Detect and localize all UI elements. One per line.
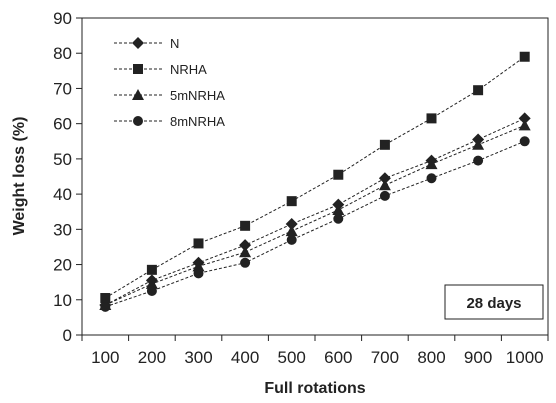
x-tick-label: 1000 xyxy=(506,348,544,367)
data-point xyxy=(239,239,252,252)
x-tick-label: 800 xyxy=(417,348,445,367)
data-point xyxy=(145,277,158,289)
data-point xyxy=(285,218,298,231)
data-point xyxy=(240,220,251,231)
legend-marker xyxy=(132,37,144,49)
legend-label: N xyxy=(170,36,179,51)
series-layer xyxy=(99,51,531,312)
x-tick-label: 300 xyxy=(184,348,212,367)
data-point xyxy=(240,257,251,268)
data-point xyxy=(332,203,345,215)
y-tick-label: 20 xyxy=(53,256,72,275)
legend-item: 5mNRHA xyxy=(114,88,225,103)
annotation-frame xyxy=(444,284,544,320)
data-point xyxy=(286,234,297,245)
x-tick-label: 600 xyxy=(324,348,352,367)
data-point xyxy=(378,179,391,191)
data-point xyxy=(473,85,484,96)
data-point xyxy=(285,225,298,237)
y-tick-label: 0 xyxy=(63,326,72,345)
series-8mnrha xyxy=(100,136,530,312)
annotation-text: 28 days xyxy=(466,295,521,312)
data-point xyxy=(193,238,204,249)
y-tick-label: 60 xyxy=(53,115,72,134)
x-tick-label: 400 xyxy=(231,348,259,367)
data-point xyxy=(518,112,531,125)
x-axis: 100 200 300 400 500 600 700 800 900 1000 xyxy=(81,335,549,367)
y-tick-label: 50 xyxy=(53,150,72,169)
legend-marker xyxy=(132,89,144,100)
y-tick-label: 80 xyxy=(53,44,72,63)
legend-item: N xyxy=(114,36,179,51)
data-point xyxy=(473,155,484,166)
data-point xyxy=(518,119,531,131)
data-point xyxy=(333,213,344,224)
legend-marker xyxy=(133,64,143,74)
data-point xyxy=(239,246,252,258)
data-point xyxy=(426,173,437,184)
legend-item: NRHA xyxy=(114,62,207,77)
data-point xyxy=(100,293,111,304)
data-point xyxy=(519,51,530,62)
x-tick-label: 200 xyxy=(138,348,166,367)
data-point xyxy=(193,268,204,279)
y-tick-label: 70 xyxy=(53,79,72,98)
data-point xyxy=(379,139,390,150)
data-point xyxy=(286,196,297,207)
data-point xyxy=(379,190,390,201)
legend: N NRHA 5mNRHA 8mNRHA xyxy=(114,36,225,129)
x-tick-label: 900 xyxy=(464,348,492,367)
legend-label: 8mNRHA xyxy=(170,114,225,129)
x-tick-label: 700 xyxy=(371,348,399,367)
y-axis: 0 10 20 30 40 50 60 70 80 90 xyxy=(53,9,82,345)
x-tick-label: 500 xyxy=(278,348,306,367)
data-point xyxy=(100,301,111,312)
x-axis-title: Full rotations xyxy=(264,380,365,397)
series-line xyxy=(105,117,525,306)
data-point xyxy=(146,285,157,296)
legend-item: 8mNRHA xyxy=(114,114,225,129)
series-5mnrha xyxy=(99,119,531,311)
series-nrha xyxy=(100,51,530,304)
x-tick-label: 100 xyxy=(91,348,119,367)
data-point xyxy=(426,113,437,124)
plot-area xyxy=(81,17,549,336)
data-point xyxy=(378,172,391,185)
series-line xyxy=(105,140,525,308)
data-point xyxy=(425,158,438,170)
y-tick-label: 90 xyxy=(53,9,72,28)
legend-label: NRHA xyxy=(170,62,207,77)
y-tick-label: 30 xyxy=(53,220,72,239)
data-point xyxy=(146,264,157,275)
y-tick-label: 40 xyxy=(53,185,72,204)
data-point xyxy=(472,138,485,150)
series-line xyxy=(105,56,525,299)
data-point xyxy=(333,169,344,180)
data-point xyxy=(192,260,205,272)
annotation-box: 28 days xyxy=(444,284,544,320)
y-tick-label: 10 xyxy=(53,291,72,310)
data-point xyxy=(519,136,530,147)
legend-label: 5mNRHA xyxy=(170,88,225,103)
y-axis-title: Weight loss (%) xyxy=(11,117,28,236)
legend-marker xyxy=(133,116,143,126)
series-line xyxy=(105,124,525,306)
